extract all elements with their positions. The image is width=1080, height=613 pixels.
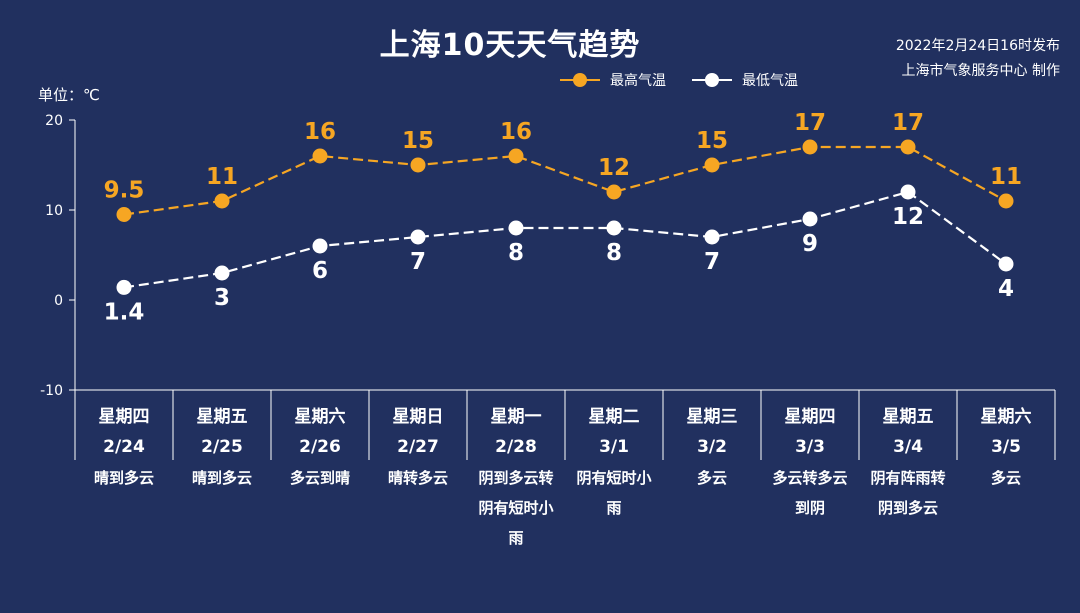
legend-marker-low — [692, 73, 732, 87]
data-label-low: 8 — [606, 240, 622, 266]
day-date: 3/3 — [795, 437, 825, 457]
day-weather: 阴有短时小 — [576, 469, 651, 487]
day-weather: 晴转多云 — [388, 469, 448, 487]
day-weather: 多云 — [991, 469, 1021, 487]
day-weekday: 星期六 — [295, 406, 346, 427]
day-date: 2/24 — [103, 437, 145, 457]
day-weekday: 星期四 — [785, 407, 836, 427]
data-label-low: 7 — [410, 249, 426, 275]
day-weekday: 星期五 — [197, 407, 248, 427]
point-high — [410, 157, 426, 173]
point-high — [998, 193, 1014, 209]
day-weekday: 星期六 — [981, 406, 1032, 427]
point-high — [704, 157, 720, 173]
day-date: 3/5 — [991, 437, 1021, 457]
page-title: 上海10天天气趋势 — [379, 28, 641, 63]
point-high — [508, 148, 524, 164]
series-line-low — [123, 190, 1007, 289]
data-label-high: 15 — [696, 128, 728, 154]
point-high — [900, 139, 916, 155]
point-high — [116, 207, 132, 222]
point-low — [508, 220, 524, 236]
issue-producer: 上海市气象服务中心 制作 — [901, 63, 1060, 79]
day-date: 3/4 — [893, 437, 923, 457]
data-label-low: 12 — [892, 204, 924, 230]
day-weekday: 星期二 — [589, 407, 640, 427]
point-low — [606, 220, 622, 236]
day-weather: 多云转多云 — [772, 469, 847, 487]
point-high — [214, 193, 230, 209]
day-weather: 阴有阵雨转 — [870, 469, 945, 487]
day-date: 2/25 — [201, 437, 243, 457]
data-label-high: 17 — [892, 110, 924, 136]
day-weekday: 星期四 — [99, 407, 150, 427]
day-weather: 阴到多云转 — [478, 469, 553, 487]
day-weather: 多云 — [697, 469, 727, 487]
series-line-high — [123, 145, 1007, 216]
y-tick-label: 20 — [45, 113, 63, 129]
y-tick-label: 10 — [45, 203, 63, 219]
point-low — [410, 229, 426, 245]
point-low — [116, 279, 132, 295]
day-weather: 晴到多云 — [192, 469, 252, 487]
point-low — [704, 229, 720, 245]
day-date: 2/27 — [397, 437, 439, 457]
legend-item-low: 最低气温 — [692, 70, 798, 90]
y-tick-label: 0 — [54, 293, 63, 309]
data-label-high: 15 — [402, 128, 434, 154]
unit-label: 单位：℃ — [38, 86, 100, 104]
point-low — [998, 256, 1014, 272]
day-weather: 雨 — [508, 529, 523, 547]
day-weather: 阴到多云 — [878, 499, 938, 517]
data-label-high: 17 — [794, 110, 826, 136]
legend-item-high: 最高气温 — [560, 70, 666, 90]
data-label-high: 12 — [598, 155, 630, 181]
day-weather: 多云到晴 — [290, 469, 350, 487]
data-label-high: 9.5 — [104, 178, 145, 204]
point-high — [606, 184, 622, 200]
data-label-low: 9 — [802, 231, 818, 257]
data-label-high: 11 — [206, 164, 238, 190]
y-tick-label: -10 — [40, 383, 63, 399]
day-weather: 雨 — [606, 499, 621, 517]
point-low — [802, 211, 818, 227]
data-label-low: 4 — [998, 276, 1014, 302]
data-label-high: 11 — [990, 164, 1022, 190]
day-date: 3/2 — [697, 437, 727, 457]
point-high — [312, 148, 328, 164]
issue-time: 2022年2月24日16时发布 — [895, 38, 1060, 54]
legend-label-high: 最高气温 — [610, 73, 666, 89]
day-weekday: 星期一 — [491, 407, 542, 427]
data-label-low: 1.4 — [104, 299, 145, 325]
point-low — [214, 265, 230, 281]
data-label-low: 6 — [312, 258, 328, 284]
day-weather: 到阴 — [795, 499, 825, 517]
legend-label-low: 最低气温 — [742, 73, 798, 89]
point-high — [802, 139, 818, 155]
data-label-low: 3 — [214, 285, 230, 311]
point-low — [312, 238, 328, 254]
legend-marker-high — [560, 73, 600, 87]
data-label-high: 16 — [500, 119, 532, 145]
day-date: 3/1 — [599, 437, 629, 457]
day-weather: 阴有短时小 — [478, 499, 553, 517]
day-weekday: 星期日 — [393, 407, 444, 427]
data-label-low: 7 — [704, 249, 720, 275]
issue-info: 2022年2月24日16时发布 上海市气象服务中心 制作 — [896, 34, 1060, 84]
day-weather: 晴到多云 — [94, 469, 154, 487]
day-date: 2/28 — [495, 437, 537, 457]
day-weekday: 星期三 — [687, 407, 738, 427]
data-label-low: 8 — [508, 240, 524, 266]
legend: 最高气温 最低气温 — [560, 70, 798, 90]
point-low — [900, 184, 916, 200]
day-date: 2/26 — [299, 437, 341, 457]
data-label-high: 16 — [304, 119, 336, 145]
day-weekday: 星期五 — [883, 407, 934, 427]
